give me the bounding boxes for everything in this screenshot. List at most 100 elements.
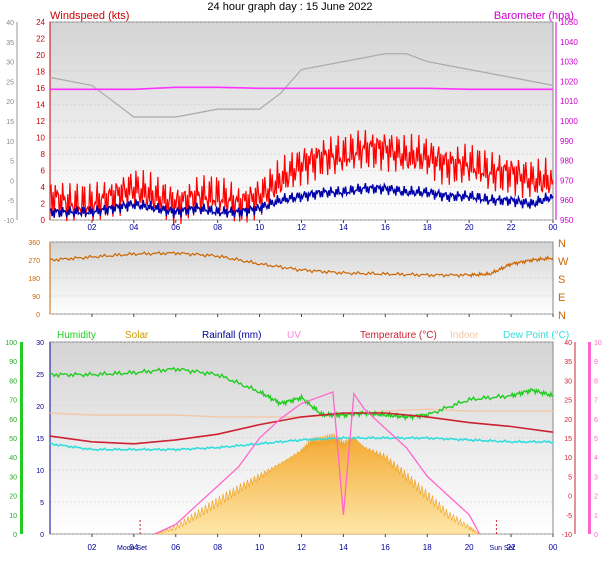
compass-label: N <box>558 238 566 250</box>
legend-item: Temperature (°C) <box>360 330 437 341</box>
legend-item: Solar <box>125 330 149 341</box>
legend-item: Dew Point (°C) <box>503 330 569 341</box>
panel1-series <box>49 53 554 226</box>
x-tick-label-bottom: 16 <box>381 543 390 552</box>
panel2-plot-area <box>49 241 554 315</box>
wind-tick-label: 0 <box>41 216 46 225</box>
wind-tick-label: 18 <box>36 68 45 77</box>
humidity-axis-bar <box>20 342 23 534</box>
uv-tick-label: 6 <box>594 417 598 424</box>
solar-tick-label: 30 <box>36 340 44 347</box>
x-tick-label-top: 20 <box>465 223 474 232</box>
x-tick-label-top: 00 <box>549 223 558 232</box>
uv-tick-label: 3 <box>594 474 598 481</box>
x-axis-ticks: 02 02 04 04 06 06 08 08 10 10 12 12 14 14 16 16 18 18 20 20… <box>87 220 558 552</box>
x-tick-label-top: 10 <box>255 223 264 232</box>
baro-tick-label: 1030 <box>560 58 578 67</box>
solar-tick-label: 15 <box>36 436 44 443</box>
panel2-series <box>49 251 554 279</box>
event-marker-label: Moon Set <box>117 545 147 552</box>
temperature-series <box>49 412 554 445</box>
windspeed-axis-title: Windspeed (kts) <box>50 10 129 22</box>
secondary-tick-label: 5 <box>10 159 14 166</box>
secondary-tick-label: 40 <box>6 20 14 27</box>
temp-tick-label: 40 <box>564 340 572 347</box>
legend-item: Rainfall (mm) <box>202 330 261 341</box>
dew-point-series <box>49 435 554 452</box>
event-marker-label: Sun Set <box>490 545 515 552</box>
x-tick-label-top: 14 <box>339 223 348 232</box>
barometer-axis-title: Barometer (hpa) <box>494 10 574 22</box>
temp-tick-label: -5 <box>566 513 572 520</box>
secondary-tick-label: 10 <box>6 139 14 146</box>
humidity-tick-label: 20 <box>9 494 17 501</box>
humidity-series <box>49 366 554 422</box>
solar-tick-label: 5 <box>40 500 44 507</box>
compass-label: W <box>558 256 569 268</box>
wind-direction-series <box>49 251 554 279</box>
panel1-plot-area <box>49 21 554 221</box>
wind-tick-label: 12 <box>36 117 45 126</box>
direction-tick-label: 90 <box>32 294 40 301</box>
x-tick-label-bottom: 22 <box>507 543 516 552</box>
x-tick-label-top: 22 <box>507 223 516 232</box>
temp-tick-label: 15 <box>564 436 572 443</box>
chart-title: 24 hour graph day : 15 June 2022 <box>207 1 372 13</box>
humidity-tick-label: 10 <box>9 513 17 520</box>
uv-series <box>154 390 481 535</box>
humidity-tick-label: 50 <box>9 436 17 443</box>
panel3-axes: 3025201510501009080706050403020100403530… <box>5 340 602 552</box>
uv-tick-label: 7 <box>594 398 598 405</box>
panel1-axes: 2422201816141210864204035302520151050-5-… <box>4 18 578 225</box>
temp-tick-label: 5 <box>568 474 572 481</box>
direction-tick-label: 180 <box>28 276 40 283</box>
uv-tick-label: 2 <box>594 494 598 501</box>
temp-tick-label: 0 <box>568 494 572 501</box>
uv-tick-label: 1 <box>594 513 598 520</box>
x-tick-label-top: 02 <box>87 223 96 232</box>
panel3-series <box>49 366 554 535</box>
baro-tick-label: 950 <box>560 216 574 225</box>
x-tick-label-bottom: 04 <box>129 543 138 552</box>
wind-tick-label: 22 <box>36 35 45 44</box>
humidity-tick-label: 0 <box>13 532 17 539</box>
baro-tick-label: 970 <box>560 176 574 185</box>
temp-tick-label: 35 <box>564 359 572 366</box>
temp-tick-label: -10 <box>562 532 572 539</box>
solar-tick-label: 0 <box>40 532 44 539</box>
uv-tick-label: 8 <box>594 378 598 385</box>
secondary-tick-label: 30 <box>6 60 14 67</box>
baro-tick-label: 1050 <box>560 18 578 27</box>
x-tick-label-top: 16 <box>381 223 390 232</box>
wind-avg-series <box>49 182 554 218</box>
secondary-tick-label: 35 <box>6 40 14 47</box>
baro-tick-label: 1020 <box>560 77 578 86</box>
legend-item: Humidity <box>57 330 96 341</box>
legend-item: Indoor <box>450 330 479 341</box>
baro-tick-label: 990 <box>560 137 574 146</box>
secondary-tick-label: 25 <box>6 79 14 86</box>
barometer-series <box>50 86 553 91</box>
temp-tick-label: 30 <box>564 378 572 385</box>
x-tick-label-bottom: 06 <box>171 543 180 552</box>
x-tick-label-bottom: 12 <box>297 543 306 552</box>
humidity-tick-label: 90 <box>9 359 17 366</box>
temp-tick-label: 25 <box>564 398 572 405</box>
uv-axis-bar <box>588 342 591 534</box>
gray-baro-series <box>49 53 554 118</box>
x-tick-label-bottom: 20 <box>465 543 474 552</box>
wind-tick-label: 24 <box>36 18 45 27</box>
compass-label: N <box>558 310 566 322</box>
x-tick-label-bottom: 02 <box>87 543 96 552</box>
wind-tick-label: 20 <box>36 51 45 60</box>
x-tick-label-bottom: 00 <box>549 543 558 552</box>
wind-tick-label: 10 <box>36 134 45 143</box>
legend-item: UV <box>287 330 301 341</box>
uv-tick-label: 10 <box>594 340 602 347</box>
humidity-tick-label: 40 <box>9 455 17 462</box>
secondary-tick-label: 15 <box>6 119 14 126</box>
wind-tick-label: 14 <box>36 101 45 110</box>
panel3-legend: Humidity Solar Rainfall (mm) UV Temperature … <box>57 330 569 341</box>
baro-tick-label: 1010 <box>560 97 578 106</box>
